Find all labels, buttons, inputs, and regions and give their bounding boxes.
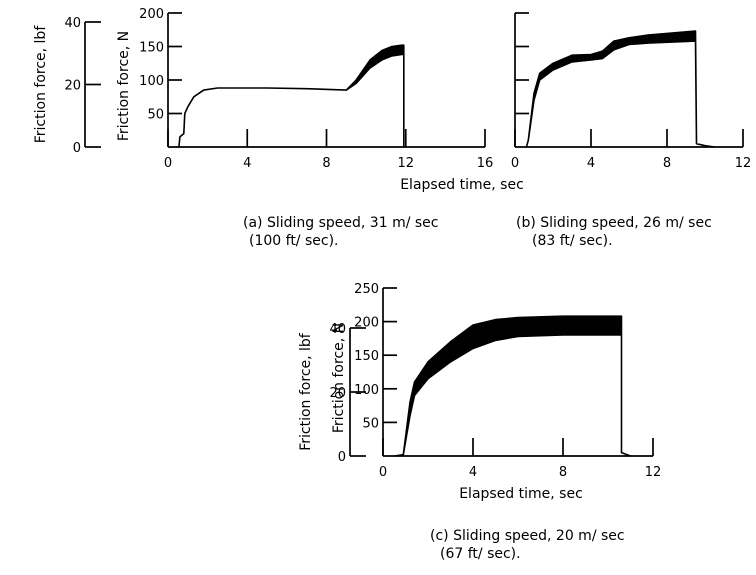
panel-c-x-tick-label: 12: [645, 465, 662, 480]
panel-a-ylabel-si: Friction force, N: [116, 31, 132, 141]
caption-b-line1: (b) Sliding speed, 26 m/ sec: [516, 215, 712, 231]
caption-c: (c) Sliding speed, 20 m/ sec (67 ft/ sec…: [430, 527, 625, 563]
x-axis-label-c: Elapsed time, sec: [459, 486, 583, 502]
panel-a-y-tick-label-si: 150: [139, 41, 164, 56]
panel-c-x-tick-label: 0: [379, 465, 387, 480]
panel-c-y-tick-label-si: 100: [354, 383, 379, 398]
panel-a-x-tick-label: 4: [243, 156, 251, 171]
panel-c-y-tick-label-english: 0: [338, 450, 346, 465]
panel-a-x-tick-label: 8: [322, 156, 330, 171]
panel-b-x-tick-label: 0: [511, 156, 519, 171]
panel-c-ylabel-si: Friction force, N: [331, 323, 347, 433]
caption-b-line2: (83 ft/ sec).: [532, 233, 613, 249]
panel-a-y-tick-label-si: 100: [139, 74, 164, 89]
panel-c-y-tick-label-si: 50: [362, 416, 379, 431]
panel-c-ylabel-english: Friction force, lbf: [298, 332, 314, 451]
caption-a-line2: (100 ft/ sec).: [249, 233, 339, 249]
panel-c-y-tick-label-english: 20: [329, 386, 346, 401]
panel-b-x-tick-label: 8: [663, 156, 671, 171]
caption-a: (a) Sliding speed, 31 m/ sec (100 ft/ se…: [243, 214, 438, 250]
caption-c-line1: (c) Sliding speed, 20 m/ sec: [430, 528, 625, 544]
panel-c-y-tick-label-si: 200: [354, 316, 379, 331]
panel-a-x-tick-label: 0: [164, 156, 172, 171]
caption-c-line2: (67 ft/ sec).: [440, 546, 521, 562]
panel-c-y-tick-label-si: 250: [354, 282, 379, 297]
panel-a-friction-trace-0: [178, 44, 405, 148]
caption-b: (b) Sliding speed, 26 m/ sec (83 ft/ sec…: [516, 214, 712, 250]
panel-c-x-tick-label: 8: [559, 465, 567, 480]
panel-a-y-tick-label-si: 50: [147, 108, 164, 123]
panel-b-friction-trace-0: [525, 30, 716, 148]
panel-c-y-tick-label-english: 40: [329, 322, 346, 337]
caption-a-line1: (a) Sliding speed, 31 m/ sec: [243, 215, 439, 231]
panel-a-x-tick-label: 12: [397, 156, 414, 171]
panel-c-x-tick-label: 4: [469, 465, 477, 480]
panel-a-x-tick-label: 16: [477, 156, 494, 171]
panel-a-y-tick-label-english: 0: [73, 141, 81, 156]
x-axis-label-top: Elapsed time, sec: [400, 177, 524, 193]
panel-b-x-tick-label: 12: [735, 156, 752, 171]
panel-a-y-tick-label-english: 40: [64, 16, 81, 31]
panel-c-friction-trace-0: [393, 315, 632, 457]
panel-b-x-tick-label: 4: [587, 156, 595, 171]
panel-a-y-tick-label-english: 20: [64, 79, 81, 94]
panel-c-y-tick-label-si: 150: [354, 349, 379, 364]
panel-a-y-tick-label-si: 200: [139, 7, 164, 22]
panel-a-ylabel-english: Friction force, lbf: [33, 25, 49, 144]
